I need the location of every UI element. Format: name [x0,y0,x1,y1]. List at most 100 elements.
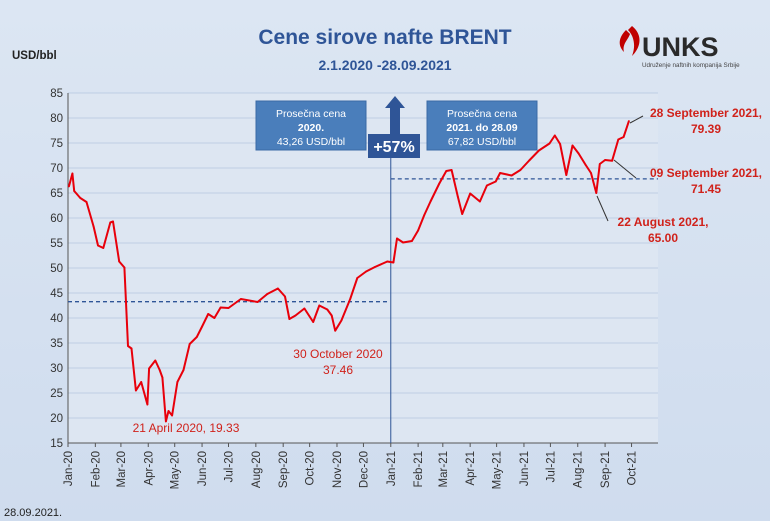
x-tick-label: Apr-20 [143,451,155,486]
data-point [411,240,413,242]
y-tick-label: 20 [50,413,63,425]
avg-box-2021: Prosečna cena 2021. do 28.09 67,82 USD/b… [426,100,538,151]
data-point [548,142,551,145]
y-tick-label: 75 [50,138,63,150]
flame-icon [619,30,630,52]
data-point [148,367,151,370]
x-tick-label: Jan-21 [386,451,398,486]
data-point [146,403,149,406]
data-point [167,410,170,412]
data-point [239,298,242,300]
y-tick-label: 30 [50,363,63,375]
data-point [617,138,620,141]
data-point [374,266,376,268]
x-tick-label: Jul-21 [545,451,557,482]
data-point [450,169,453,171]
data-point [402,241,405,244]
annotation-aug21-line2: 65.00 [648,231,678,245]
x-tick-label: May-21 [492,451,504,489]
data-point [423,214,426,216]
data-point [154,359,157,362]
y-tick-label: 50 [50,263,63,275]
x-tick-label: Nov-20 [332,451,344,488]
y-tick-label: 60 [50,213,63,225]
x-tick-label: Aug-21 [573,451,585,488]
data-point [528,159,531,162]
data-point [130,347,133,350]
leader-sep09 [613,159,637,179]
data-point [598,163,601,165]
data-point [182,369,185,371]
data-point [176,381,179,383]
chart-subtitle: 2.1.2020 -28.09.2021 [318,57,451,73]
x-tick-label: Sep-20 [278,451,290,488]
data-point [611,159,614,162]
data-point [478,200,481,203]
y-tick-label: 85 [50,88,63,100]
x-tick-label: Apr-21 [465,451,477,486]
annotation-sep28-line1: 28 September 2021, [650,106,762,120]
chart-title: Cene sirove nafte BRENT [258,26,511,49]
annotation-sep09-line2: 71.45 [691,182,721,196]
data-point [85,201,88,203]
data-point [71,172,74,175]
data-point [140,381,143,383]
data-point [486,184,488,187]
data-point [67,185,70,188]
data-point [365,270,367,273]
data-point [392,261,395,264]
avg-2021-line1: Prosečna cena [447,108,517,120]
x-tick-label: Mar-21 [438,451,450,487]
data-point [288,318,291,320]
x-tick-label: Feb-21 [413,451,425,487]
data-point [553,134,556,137]
y-tick-label: 45 [50,288,63,300]
up-arrow-icon [385,96,405,134]
y-tick-label: 40 [50,313,63,325]
axes [67,93,658,447]
avg-box-2020: Prosečna cena 2020. 43,26 USD/bbl [255,100,367,151]
data-point [494,180,497,183]
x-tick-label: Jun-21 [519,451,531,486]
data-point [276,287,279,290]
data-point [445,170,448,172]
data-point [318,304,321,307]
data-point [158,369,161,371]
data-point [73,190,76,192]
x-tick-label: Jul-20 [224,451,236,482]
annotation-apr20: 21 April 2020, 19.33 [133,421,240,435]
x-tick-label: Dec-20 [358,451,370,488]
data-point [201,325,203,328]
data-point [595,192,598,194]
leader-aug21 [596,195,609,222]
logo-tagline: Udruženje naftnih kompanija Srbije [642,62,740,69]
data-point [92,225,95,228]
data-point [256,301,259,303]
data-point [195,336,198,338]
data-point [334,329,337,332]
data-point [584,164,587,166]
data-point [312,321,315,323]
x-tick-label: Oct-21 [627,451,639,486]
data-point [213,317,216,319]
avg-2021-line2: 2021. do 28.09 [446,122,517,134]
data-point [356,277,359,279]
data-point [188,343,191,345]
change-badge [368,134,420,158]
data-point [123,266,126,269]
data-point [294,314,297,317]
data-point [559,143,562,145]
data-point [386,260,389,263]
x-tick-label: Oct-20 [305,451,317,486]
data-point [112,220,114,223]
y-tick-label: 70 [50,163,63,175]
x-tick-label: Sep-21 [600,451,612,488]
unks-logo: UNKS Udruženje naftnih kompanija Srbije [619,26,740,69]
data-point [571,144,574,147]
x-tick-label: Mar-20 [116,451,128,487]
data-point [519,169,522,171]
x-tick-label: Aug-20 [251,451,263,488]
data-point [164,420,167,423]
